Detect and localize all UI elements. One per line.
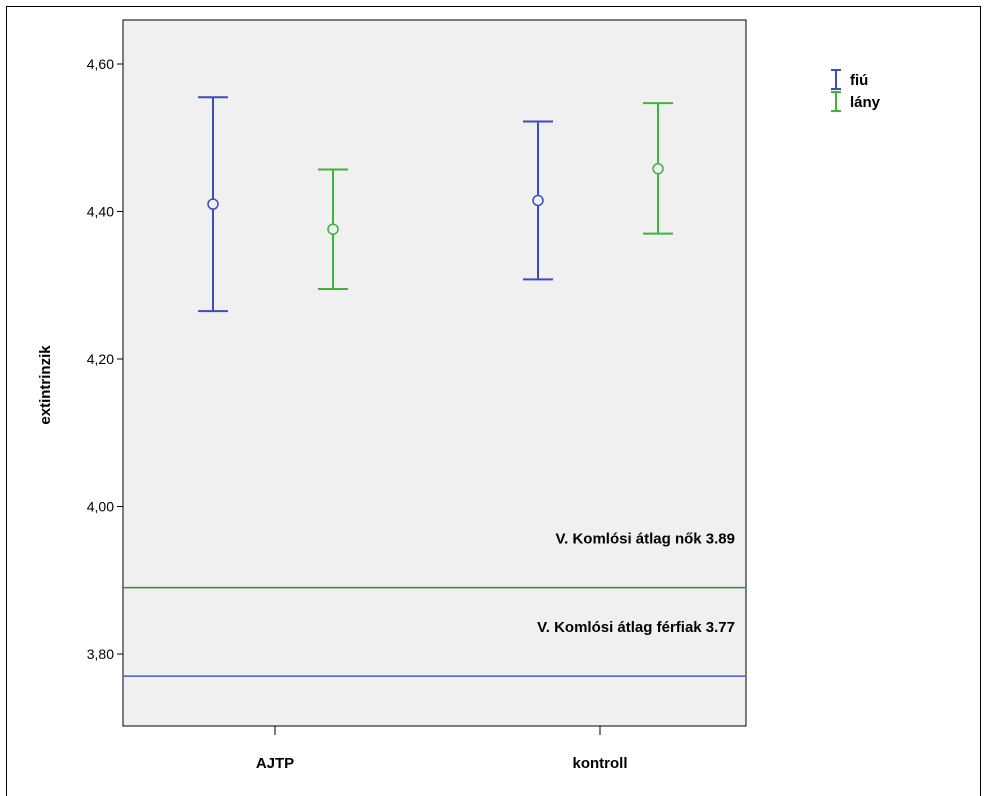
series-0	[198, 96, 553, 313]
x-tick-label: kontroll	[573, 755, 628, 772]
y-tick-label: 4,20	[87, 351, 114, 367]
mean-marker	[652, 162, 664, 175]
mean-marker	[207, 198, 219, 210]
legend-label: lány	[850, 94, 881, 111]
plot-area	[122, 19, 747, 727]
y-axis-label: extintrinzik	[37, 345, 54, 425]
reference-line-label: V. Komlósi átlag nők 3.89	[555, 531, 735, 548]
y-tick-label: 4,40	[87, 204, 114, 220]
y-tick-label: 3,80	[87, 646, 114, 662]
mean-marker	[532, 194, 544, 207]
y-tick-label: 4,60	[87, 56, 114, 72]
legend-item: fiú	[831, 69, 868, 90]
legend-label: fiú	[850, 72, 868, 89]
legend-item: lány	[831, 91, 881, 112]
series-1	[318, 102, 673, 290]
reference-line-label: V. Komlósi átlag férfiak 3.77	[537, 619, 735, 636]
figure-frame	[6, 6, 981, 796]
y-tick-label: 4,00	[87, 499, 114, 515]
mean-marker	[327, 223, 339, 235]
x-tick-label: AJTP	[256, 755, 294, 772]
